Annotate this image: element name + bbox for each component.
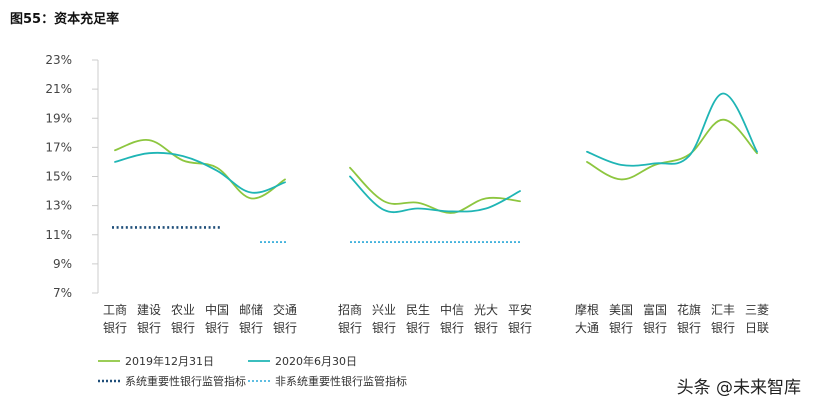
x-category-label: 银行: [171, 321, 195, 335]
x-category-label: 银行: [372, 321, 396, 335]
chart-title: 图55：资本充足率: [10, 12, 120, 27]
y-tick-label: 17%: [45, 140, 72, 154]
x-category-label: 美国: [609, 303, 633, 317]
x-category-label: 平安: [508, 302, 532, 317]
series-line-2019: [114, 139, 286, 200]
x-category-label: 大通: [575, 321, 599, 335]
x-category-label: 中信: [440, 302, 464, 317]
x-category-label: 日联: [745, 321, 769, 335]
plot-area: [112, 92, 758, 243]
x-category-label: 交通: [273, 302, 297, 317]
x-category-label: 银行: [508, 321, 532, 335]
y-tick-label: 19%: [45, 111, 72, 125]
series-line-2019: [586, 118, 758, 181]
series-line-2019: [349, 166, 521, 214]
x-category-label: 三菱: [745, 303, 769, 317]
x-category-label: 银行: [440, 321, 464, 335]
y-tick-label: 13%: [45, 199, 72, 213]
y-tick-label: 23%: [45, 53, 72, 67]
series-line-2020: [114, 151, 286, 194]
x-category-label: 兴业: [372, 303, 396, 317]
x-category-label: 银行: [677, 321, 701, 335]
legend-label: 系统重要性银行监管指标: [125, 374, 246, 388]
y-axis: 23% 21% 19% 17% 15% 13% 11% 9% 7%: [45, 53, 99, 300]
x-category-label: 银行: [137, 321, 161, 335]
x-category-label: 银行: [273, 321, 297, 335]
x-category-label: 银行: [406, 321, 430, 335]
y-tick-label: 15%: [45, 170, 72, 184]
x-category-label: 银行: [609, 321, 633, 335]
legend-label: 非系统重要性银行监管指标: [275, 374, 407, 388]
x-category-label: 汇丰: [711, 303, 735, 317]
x-axis-labels: 工商银行建设银行农业银行中国银行邮储银行交通银行招商银行兴业银行民生银行中信银行…: [103, 302, 769, 335]
x-category-label: 农业: [171, 303, 195, 317]
x-category-label: 银行: [711, 321, 735, 335]
series-line-2020: [586, 92, 758, 167]
y-tick-label: 11%: [45, 228, 72, 242]
x-category-label: 银行: [338, 321, 362, 335]
x-category-label: 富国: [643, 302, 667, 317]
x-category-label: 银行: [474, 321, 498, 335]
legend-label: 2020年6月30日: [275, 354, 357, 368]
y-tick-label: 9%: [53, 257, 72, 271]
x-category-label: 邮储: [239, 302, 263, 317]
x-category-label: 工商: [103, 302, 127, 317]
x-category-label: 银行: [103, 321, 127, 335]
series-line-2020: [349, 175, 521, 214]
x-category-label: 银行: [643, 321, 667, 335]
x-category-label: 银行: [239, 321, 263, 335]
x-category-label: 光大: [474, 303, 498, 317]
y-tick-label: 7%: [53, 286, 72, 300]
x-category-label: 招商: [338, 302, 362, 317]
watermark: 头条 @未来智库: [676, 378, 801, 398]
legend-label: 2019年12月31日: [125, 354, 214, 368]
x-category-label: 花旗: [677, 302, 701, 317]
x-category-label: 银行: [205, 321, 229, 335]
y-tick-label: 21%: [45, 82, 72, 96]
x-category-label: 民生: [406, 303, 430, 317]
x-category-label: 建设: [137, 303, 161, 317]
x-category-label: 中国: [205, 302, 229, 317]
x-category-label: 摩根: [575, 302, 599, 317]
